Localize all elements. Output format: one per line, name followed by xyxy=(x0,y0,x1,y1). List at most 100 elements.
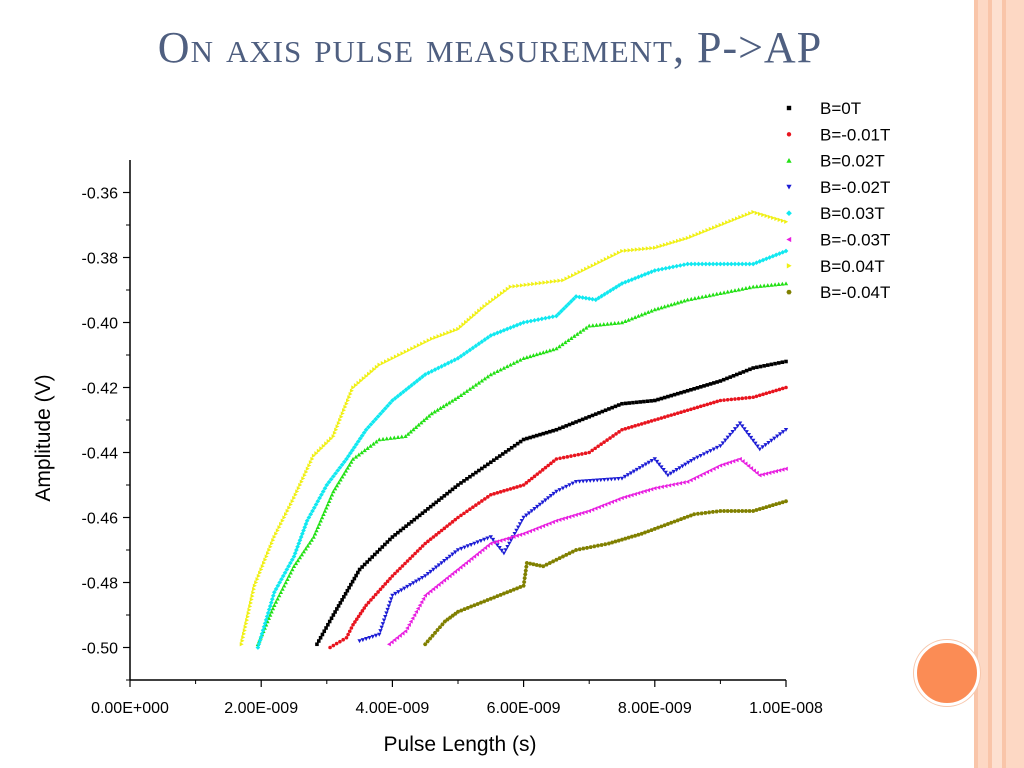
data-point xyxy=(282,515,287,520)
data-point xyxy=(548,494,554,498)
data-point xyxy=(408,619,413,624)
data-point xyxy=(565,455,570,459)
data-point xyxy=(273,586,279,592)
data-point xyxy=(669,302,674,307)
data-point xyxy=(540,500,545,505)
data-point xyxy=(692,476,696,481)
data-point xyxy=(638,400,643,404)
data-point xyxy=(509,445,514,450)
data-point xyxy=(482,376,487,381)
data-point xyxy=(475,540,480,545)
data-point xyxy=(702,384,706,388)
data-point xyxy=(655,525,661,530)
data-point xyxy=(581,327,586,332)
data-point xyxy=(678,517,684,521)
data-point xyxy=(674,481,679,487)
data-point xyxy=(783,466,788,471)
data-point xyxy=(437,625,443,630)
data-point xyxy=(269,596,275,602)
legend-marker xyxy=(786,157,792,163)
data-point xyxy=(310,508,315,514)
data-point xyxy=(317,521,322,526)
data-point xyxy=(586,296,592,302)
y-axis-label: Amplitude (V) xyxy=(32,374,55,501)
data-point xyxy=(430,633,435,638)
data-point xyxy=(485,536,490,541)
data-point xyxy=(554,427,559,432)
data-point xyxy=(239,642,244,647)
data-point xyxy=(442,559,447,563)
data-point xyxy=(435,407,440,412)
data-point xyxy=(369,369,374,374)
data-point xyxy=(718,291,723,296)
data-point xyxy=(380,622,386,627)
data-point xyxy=(362,606,367,610)
data-point xyxy=(498,592,503,597)
data-point xyxy=(519,283,524,288)
data-point xyxy=(325,502,330,507)
data-point xyxy=(616,476,621,481)
data-point xyxy=(607,255,612,260)
data-point xyxy=(423,541,428,546)
data-point xyxy=(343,591,348,596)
data-point xyxy=(296,541,302,546)
data-point xyxy=(744,368,749,373)
data-point xyxy=(431,502,436,507)
legend-item: B=-0.03T xyxy=(786,231,890,250)
data-point xyxy=(610,540,615,545)
data-point xyxy=(771,389,775,394)
data-point xyxy=(567,514,572,520)
data-point xyxy=(254,580,259,585)
data-point xyxy=(619,537,625,542)
data-point xyxy=(320,489,326,494)
data-point xyxy=(710,292,716,297)
data-point xyxy=(452,396,458,401)
data-point xyxy=(714,509,719,514)
data-point xyxy=(282,583,287,588)
data-point xyxy=(596,504,601,510)
data-point xyxy=(522,576,527,581)
y-tick-label: -0.40 xyxy=(82,316,119,333)
data-point xyxy=(464,349,470,355)
data-point xyxy=(304,518,310,524)
data-point xyxy=(731,374,736,378)
data-point xyxy=(442,362,448,368)
data-point xyxy=(288,560,293,566)
data-point xyxy=(563,303,569,309)
data-point xyxy=(695,474,700,480)
data-point xyxy=(328,645,332,650)
data-point xyxy=(452,357,458,363)
data-point xyxy=(669,520,674,525)
data-point xyxy=(675,518,680,523)
data-point xyxy=(256,573,261,579)
data-point xyxy=(629,277,635,282)
data-point xyxy=(425,572,431,576)
data-point xyxy=(732,288,738,293)
data-point xyxy=(471,472,475,477)
data-point xyxy=(544,349,549,354)
data-point xyxy=(718,261,723,267)
data-point xyxy=(420,374,425,380)
data-point xyxy=(432,631,438,635)
data-point xyxy=(250,593,255,599)
data-point xyxy=(773,361,777,366)
data-point xyxy=(449,359,454,364)
data-point xyxy=(508,362,513,367)
data-point xyxy=(772,436,777,441)
data-point xyxy=(462,545,467,550)
data-point xyxy=(439,364,444,369)
data-point xyxy=(417,603,422,608)
data-point xyxy=(332,430,337,436)
data-point xyxy=(606,541,612,546)
data-point xyxy=(766,440,771,445)
data-point xyxy=(675,300,680,305)
data-point xyxy=(347,629,352,634)
data-point xyxy=(728,432,733,437)
data-point xyxy=(393,571,397,576)
data-point xyxy=(670,482,675,487)
data-point xyxy=(500,452,505,456)
data-point xyxy=(352,576,357,581)
data-point xyxy=(667,265,672,270)
data-point xyxy=(705,450,710,455)
data-point xyxy=(395,393,401,399)
